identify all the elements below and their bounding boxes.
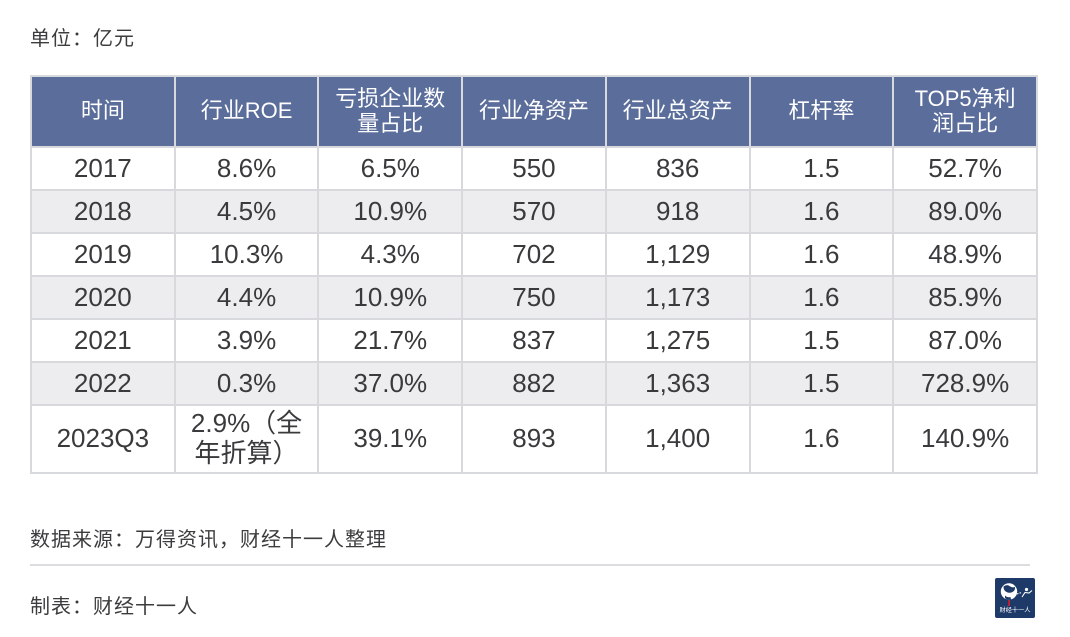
logo-accent-mark: [1008, 600, 1010, 606]
table-cell: 570: [461, 189, 607, 234]
table-header: 时间 行业ROE 亏损企业数量占比 行业净资产 行业总资产 杠杆率 TOP5净利润占比: [30, 75, 1038, 148]
table-cell: 893: [461, 404, 607, 474]
table-row: 2017 8.6% 6.5% 550 836 1.5 52.7%: [30, 146, 1038, 191]
unit-label: 单位：亿元: [30, 28, 135, 50]
table-cell: 1,363: [604, 361, 751, 406]
table-cell: 837: [461, 318, 607, 363]
table-cell: 1.6: [748, 404, 895, 474]
table-cell: 39.1%: [317, 404, 464, 474]
table-cell: 52.7%: [892, 146, 1038, 191]
table-cell: 550: [461, 146, 607, 191]
table-cell: 2.9%（全年折算）: [173, 404, 320, 474]
table-cell: 10.9%: [317, 275, 464, 320]
row-label: 2017: [30, 146, 176, 191]
table-body: 2017 8.6% 6.5% 550 836 1.5 52.7% 2018 4.5% 10.9% 5…: [30, 146, 1038, 474]
table-cell: 0.3%: [173, 361, 320, 406]
table-cell: 1.6: [748, 189, 895, 234]
table-cell: 836: [604, 146, 751, 191]
table-maker-note: 制表：财经十一人: [30, 596, 198, 618]
table-cell: 702: [461, 232, 607, 277]
industry-data-table: 时间 行业ROE 亏损企业数量占比 行业净资产 行业总资产 杠杆率 TOP5净利润占比 20…: [30, 75, 1038, 474]
table-cell: 6.5%: [317, 146, 464, 191]
table-cell: 10.9%: [317, 189, 464, 234]
table-cell: 10.3%: [173, 232, 320, 277]
table-cell: 750: [461, 275, 607, 320]
table-row: 2019 10.3% 4.3% 702 1,129 1.6 48.9%: [30, 232, 1038, 277]
globe-icon: [1000, 583, 1018, 600]
table-cell: 882: [461, 361, 607, 406]
column-header-1: 行业ROE: [173, 75, 320, 148]
column-header-0: 时间: [30, 75, 176, 148]
logo-text: 财经十一人: [1000, 606, 1031, 614]
table-cell: 4.5%: [173, 189, 320, 234]
table-cell: 8.6%: [173, 146, 320, 191]
table-cell: 1.6: [748, 275, 895, 320]
column-header-6: TOP5净利润占比: [892, 75, 1038, 148]
table-cell: 48.9%: [892, 232, 1038, 277]
table-cell: 918: [604, 189, 751, 234]
column-header-4: 行业总资产: [604, 75, 751, 148]
table-cell: 87.0%: [892, 318, 1038, 363]
table-cell: 1,400: [604, 404, 751, 474]
table-cell: 85.9%: [892, 275, 1038, 320]
column-header-3: 行业净资产: [461, 75, 607, 148]
table-cell: 1.5: [748, 361, 895, 406]
table-row: 2020 4.4% 10.9% 750 1,173 1.6 85.9%: [30, 275, 1038, 320]
table-cell: 89.0%: [892, 189, 1038, 234]
table-cell: 4.4%: [173, 275, 320, 320]
row-label: 2021: [30, 318, 176, 363]
column-header-5: 杠杆率: [748, 75, 895, 148]
table-cell: 37.0%: [317, 361, 464, 406]
table-cell: 728.9%: [892, 361, 1038, 406]
footer-divider: [30, 564, 1030, 566]
row-label: 2019: [30, 232, 176, 277]
publisher-logo: 财经十一人: [995, 578, 1035, 618]
table-row: 2018 4.5% 10.9% 570 918 1.6 89.0%: [30, 189, 1038, 234]
row-label: 2023Q3: [30, 404, 176, 474]
runner-icon: [1016, 587, 1033, 598]
header-row: 时间 行业ROE 亏损企业数量占比 行业净资产 行业总资产 杠杆率 TOP5净利润占比: [30, 75, 1038, 148]
column-header-2: 亏损企业数量占比: [317, 75, 464, 148]
table-cell: 1.5: [748, 318, 895, 363]
table-row: 2022 0.3% 37.0% 882 1,363 1.5 728.9%: [30, 361, 1038, 406]
table-cell: 1,129: [604, 232, 751, 277]
row-label: 2020: [30, 275, 176, 320]
table-cell: 3.9%: [173, 318, 320, 363]
row-label: 2018: [30, 189, 176, 234]
table-row: 2021 3.9% 21.7% 837 1,275 1.5 87.0%: [30, 318, 1038, 363]
table-cell: 1,173: [604, 275, 751, 320]
table-cell: 1.5: [748, 146, 895, 191]
table-cell: 1,275: [604, 318, 751, 363]
table-cell: 1.6: [748, 232, 895, 277]
table-cell: 4.3%: [317, 232, 464, 277]
table-row: 2023Q3 2.9%（全年折算） 39.1% 893 1,400 1.6 140.9%: [30, 404, 1038, 474]
table-cell: 21.7%: [317, 318, 464, 363]
row-label: 2022: [30, 361, 176, 406]
table-cell: 140.9%: [892, 404, 1038, 474]
data-source-note: 数据来源：万得资讯，财经十一人整理: [30, 529, 387, 551]
